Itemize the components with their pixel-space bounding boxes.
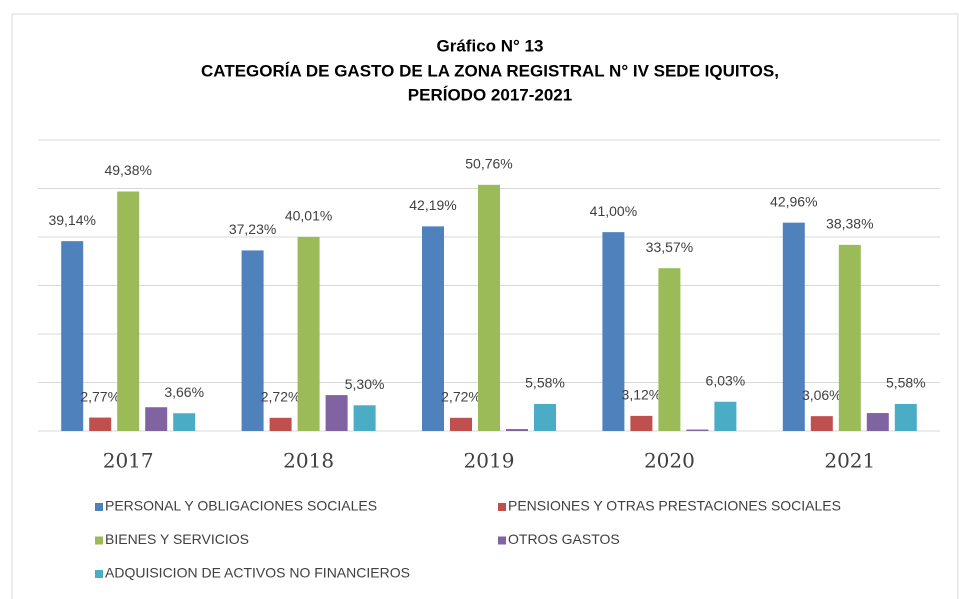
bar [422,226,444,431]
bar [61,241,84,431]
legend-swatch [498,536,506,545]
data-label: 3,12% [622,387,662,403]
data-label: 40,01% [285,208,332,224]
legend-swatch [95,570,103,578]
bar [173,413,196,431]
legend-label: PERSONAL Y OBLIGACIONES SOCIALES [105,498,377,514]
bar [478,184,500,431]
bar [241,250,264,431]
chart-title: PERÍODO 2017-2021 [408,85,572,104]
bar [686,429,709,431]
data-label: 42,96% [770,193,817,209]
data-label: 2,72% [441,389,481,405]
legend-label: OTROS GASTOS [508,531,620,547]
bar [866,413,889,431]
data-label: 37,23% [229,221,276,237]
bar [506,429,528,431]
x-tick-label: 2021 [824,449,875,473]
bar [450,417,472,431]
data-label: 38,38% [826,216,873,232]
legend-swatch [95,503,103,511]
bar [714,401,737,431]
legend-swatch [498,503,506,511]
chart-title: Gráfico N° 13 [437,36,544,55]
bar [894,403,917,431]
data-label: 41,00% [590,203,637,219]
bar [117,191,140,431]
chart-title: CATEGORÍA DE GASTO DE LA ZONA REGISTRAL … [201,61,779,80]
data-label: 3,66% [164,384,204,400]
bar [145,407,168,431]
bar [269,417,292,431]
data-label: 42,19% [409,197,456,213]
x-tick-label: 2019 [464,449,515,473]
data-label: 3,06% [802,387,842,403]
bar [89,417,112,431]
bar [810,416,833,431]
bar [782,222,805,431]
bar [630,415,653,431]
data-label: 39,14% [48,212,95,228]
bar [325,395,348,431]
data-label: 2,77% [80,388,120,404]
data-label: 33,57% [646,239,693,255]
legend-swatch [95,536,103,545]
data-label: 6,03% [706,372,746,388]
x-tick-label: 2018 [283,449,334,473]
data-label: 49,38% [104,162,151,178]
bar [602,232,625,431]
data-label: 5,58% [525,375,565,391]
bar [534,403,556,431]
bar [353,405,376,431]
data-label: 5,30% [345,376,385,392]
x-tick-label: 2017 [103,449,154,473]
data-label: 2,72% [261,389,301,405]
data-label: 50,76% [465,156,512,172]
legend-label: BIENES Y SERVICIOS [105,531,249,547]
legend-label: ADQUISICION DE ACTIVOS NO FINANCIEROS [105,565,410,581]
legend-label: PENSIONES Y OTRAS PRESTACIONES SOCIALES [508,498,841,514]
data-label: 5,58% [886,375,926,391]
bar [838,244,861,431]
bar [658,268,681,431]
bar [297,236,320,431]
x-tick-label: 2020 [644,449,695,473]
